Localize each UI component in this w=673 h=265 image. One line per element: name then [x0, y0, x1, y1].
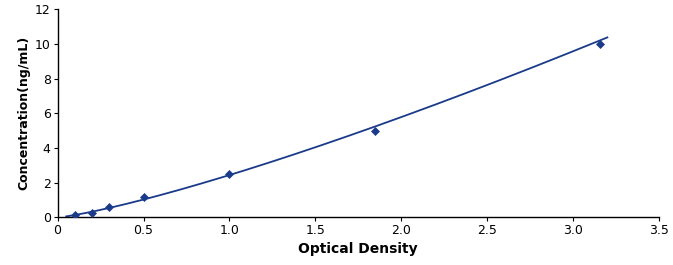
Y-axis label: Concentration(ng/mL): Concentration(ng/mL): [17, 36, 31, 191]
X-axis label: Optical Density: Optical Density: [298, 241, 418, 255]
